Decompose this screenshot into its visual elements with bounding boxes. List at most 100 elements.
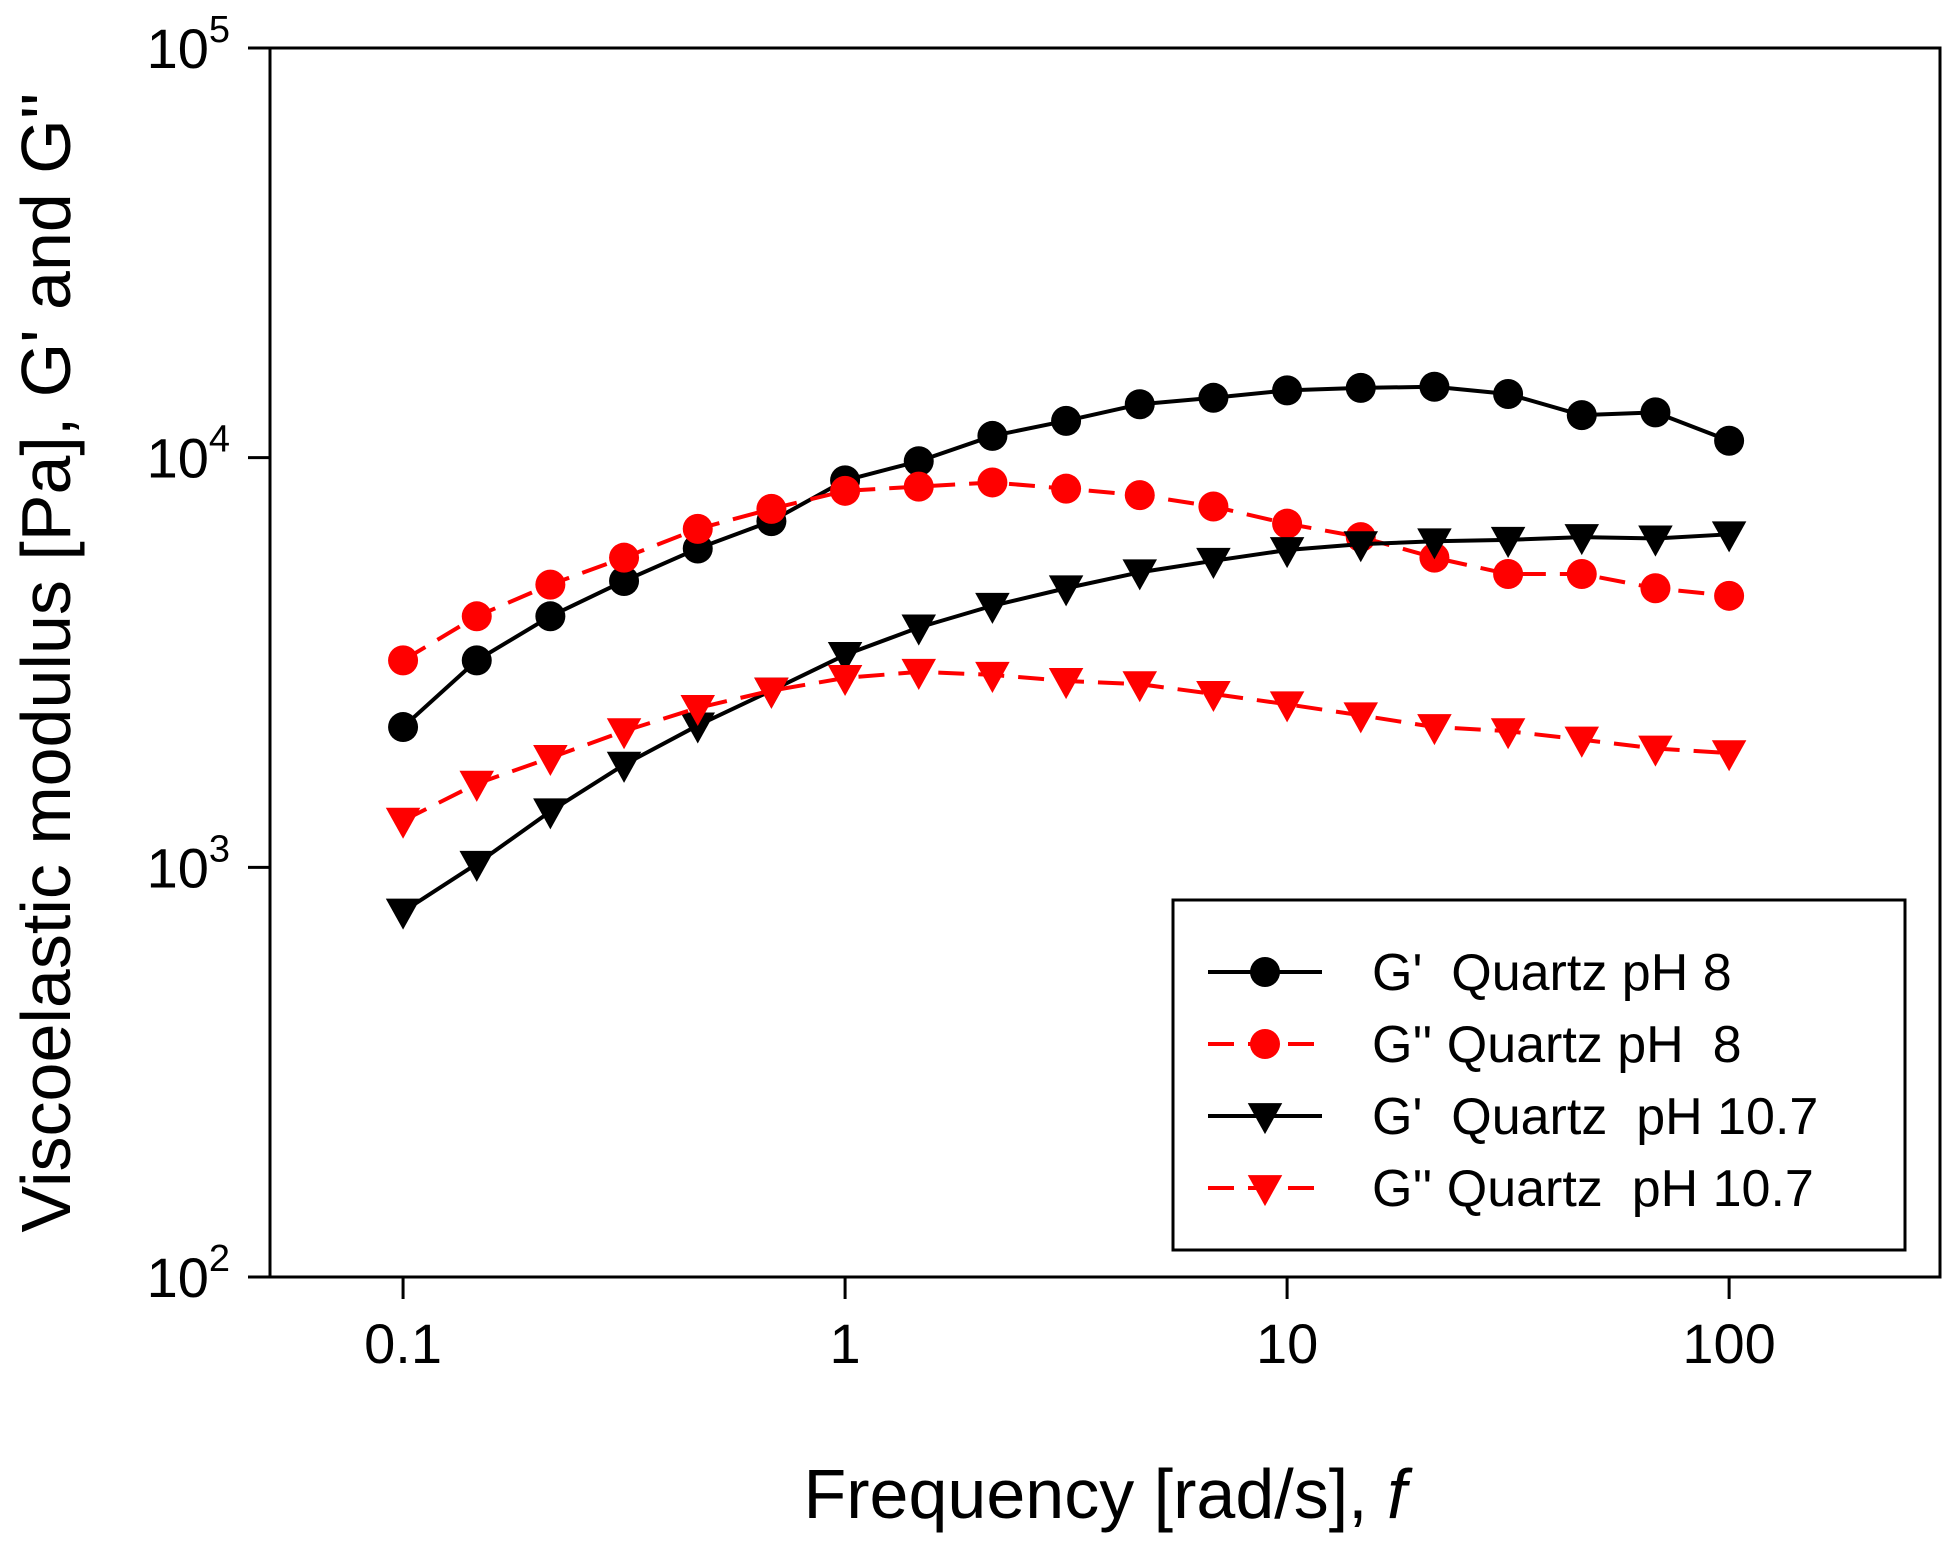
data-point — [901, 614, 936, 646]
legend-marker — [1247, 1103, 1283, 1135]
data-point — [1124, 389, 1155, 420]
legend-marker — [1250, 1029, 1280, 1059]
data-point — [1124, 480, 1155, 511]
data-point — [535, 569, 566, 600]
legend-marker — [1250, 957, 1280, 987]
data-point — [533, 798, 568, 830]
data-point — [1272, 508, 1303, 539]
data-point — [1638, 735, 1673, 767]
data-point — [975, 592, 1010, 624]
legend-entry-3: G' Quartz pH 10.7 — [1208, 1088, 1818, 1146]
data-point — [459, 850, 495, 882]
y-tick-label-exponent: 2 — [209, 1238, 230, 1280]
data-point — [461, 601, 492, 632]
data-point — [1122, 559, 1158, 591]
y-tick-label-base: 10 — [147, 17, 209, 80]
data-point — [1048, 575, 1084, 607]
legend-label: G' Quartz pH 8 — [1372, 944, 1732, 1002]
series-3 — [385, 521, 1747, 930]
data-point — [1490, 526, 1526, 558]
data-point — [1564, 726, 1600, 758]
data-point — [1269, 691, 1305, 723]
y-tick-label: 104 — [147, 419, 230, 490]
data-point — [606, 718, 642, 750]
data-point — [1419, 371, 1450, 402]
x-axis: 0.1 1 10 100 — [364, 1277, 1776, 1375]
legend-label: G' Quartz pH 10.7 — [1372, 1088, 1818, 1146]
x-tick-label: 0.1 — [364, 1312, 442, 1375]
data-point — [459, 770, 495, 802]
legend-entry-1: G' Quartz pH 8 — [1208, 944, 1732, 1002]
data-point — [1714, 425, 1745, 456]
x-tick-label: 1 — [829, 1312, 860, 1375]
data-point — [385, 807, 421, 839]
legend-marker — [1247, 1175, 1283, 1207]
legend-entry-4: G'' Quartz pH 10.7 — [1208, 1160, 1814, 1218]
data-point — [1714, 580, 1745, 611]
data-point — [1343, 702, 1379, 734]
data-point — [1269, 537, 1305, 569]
data-point — [1490, 718, 1526, 750]
data-point — [606, 751, 642, 783]
data-point — [827, 664, 863, 697]
data-point — [1272, 375, 1303, 406]
legend-label: G'' Quartz pH 10.7 — [1372, 1160, 1814, 1218]
data-point — [1417, 714, 1452, 746]
series-2 — [388, 467, 1745, 676]
legend-label: G'' Quartz pH 8 — [1372, 1016, 1742, 1074]
data-point — [1493, 559, 1524, 590]
data-point — [1417, 528, 1452, 560]
data-point — [975, 661, 1010, 693]
data-point — [1198, 382, 1229, 413]
data-point — [682, 513, 713, 544]
data-point — [1711, 521, 1747, 553]
data-point — [535, 601, 566, 632]
data-point — [977, 467, 1008, 498]
data-point — [1638, 525, 1673, 557]
data-point — [1122, 671, 1158, 703]
y-axis-title: Viscoelastic modulus [Pa], G' and G'' — [7, 93, 85, 1233]
data-point — [388, 645, 419, 676]
y-tick-label-exponent: 5 — [209, 9, 230, 51]
data-point — [1640, 573, 1671, 604]
x-tick-label: 10 — [1256, 1312, 1318, 1375]
y-tick-label: 102 — [147, 1238, 230, 1309]
x-tick-label: 100 — [1682, 1312, 1775, 1375]
data-point — [1196, 681, 1231, 713]
x-axis-title-main: Frequency [rad/s], — [803, 1455, 1387, 1533]
data-point — [1640, 397, 1671, 428]
data-point — [903, 471, 934, 502]
series-layer — [385, 371, 1747, 930]
y-tick-label-base: 10 — [147, 836, 209, 899]
data-point — [1493, 379, 1524, 410]
data-point — [1051, 405, 1082, 436]
data-point — [1566, 400, 1597, 431]
data-point — [680, 712, 716, 744]
y-tick-label-exponent: 4 — [209, 419, 230, 461]
data-point — [609, 542, 640, 573]
data-point — [385, 898, 421, 930]
data-point — [1048, 668, 1084, 700]
data-point — [1711, 740, 1747, 772]
data-point — [827, 641, 863, 674]
y-tick-label-exponent: 3 — [209, 828, 230, 870]
data-point — [1566, 559, 1597, 590]
data-point — [830, 475, 861, 506]
data-point — [903, 446, 934, 477]
data-point — [754, 677, 789, 709]
legend-entry-2: G'' Quartz pH 8 — [1208, 1016, 1742, 1074]
data-point — [1051, 473, 1082, 504]
data-point — [1345, 372, 1376, 403]
y-tick-label-base: 10 — [147, 1246, 209, 1309]
y-tick-label-base: 10 — [147, 427, 209, 490]
y-tick-label: 105 — [147, 9, 230, 80]
data-point — [533, 744, 568, 776]
data-point — [1196, 547, 1231, 579]
data-point — [388, 712, 419, 743]
legend: G' Quartz pH 8 G'' Quartz pH 8 G' Quartz p… — [1171, 898, 1907, 1252]
data-point — [756, 493, 787, 524]
data-point — [680, 694, 716, 727]
data-point — [461, 645, 492, 676]
